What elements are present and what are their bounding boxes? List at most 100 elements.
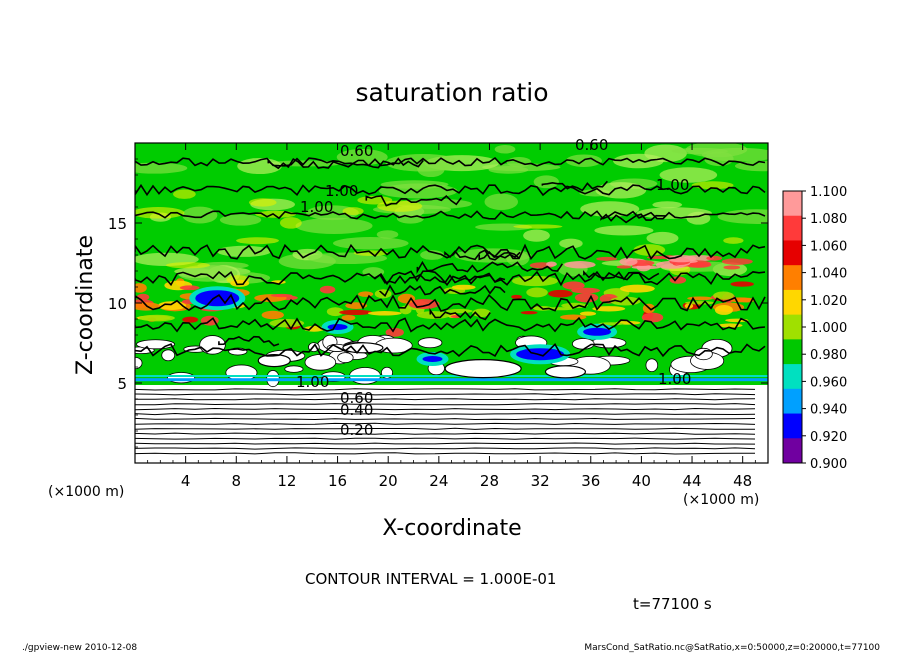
lower-contour: [135, 427, 755, 430]
contour-label: 1.00: [300, 198, 333, 216]
field-patch: [592, 306, 626, 312]
field-patch: [559, 238, 583, 249]
x-unit-right: (×1000 m): [683, 492, 759, 508]
field-patch: [564, 261, 596, 269]
x-tick-label: 48: [733, 472, 752, 490]
field-patch: [195, 290, 240, 307]
contour-label: 0.60: [340, 389, 373, 407]
field-patch: [594, 225, 654, 236]
field-patch: [706, 255, 723, 261]
field-patch: [284, 365, 304, 373]
field-patch: [367, 311, 402, 316]
contour-line: [541, 180, 608, 192]
field-patch: [666, 255, 697, 263]
y-tick-label: 10: [108, 295, 127, 313]
field-patch: [513, 224, 563, 229]
x-unit-left: (×1000 m): [48, 484, 124, 500]
colorbar-swatch: [783, 388, 802, 415]
lower-contour: [135, 452, 755, 455]
field-patch: [358, 291, 374, 297]
colorbar-label: 1.080: [810, 212, 847, 227]
cloud-patch: [444, 359, 522, 379]
field-patch: [560, 314, 587, 320]
field-patch: [613, 153, 664, 169]
field-patch: [380, 180, 449, 189]
contour-label: 0.40: [340, 401, 373, 419]
lower-contour: [135, 437, 756, 440]
contour-line: [478, 250, 520, 261]
contour-line: [379, 284, 506, 297]
field-patch: [533, 175, 559, 189]
field-patch: [616, 265, 632, 269]
colorbar-swatch: [783, 413, 802, 439]
field-patch: [270, 293, 293, 298]
field-patch: [177, 264, 238, 282]
field-patch: [135, 283, 147, 293]
field-patch: [721, 258, 753, 265]
colorbar-label: 1.000: [810, 321, 847, 336]
field-patch: [687, 296, 713, 301]
colorbar-label: 0.980: [810, 348, 847, 363]
x-axis: 4 8 12 16 20 24 28 32 36 40 44 48: [147, 143, 769, 490]
contour-line: [218, 335, 280, 347]
field-patch: [279, 217, 302, 229]
colorbar-label: 1.040: [810, 267, 847, 282]
contour-label: 0.60: [340, 142, 373, 160]
lower-contour: [135, 417, 756, 421]
colorbar-label: 1.020: [810, 294, 847, 309]
field-patch: [417, 160, 445, 178]
field-patch: [574, 292, 599, 303]
field-patch: [397, 293, 416, 304]
contour-label: 1.00: [296, 373, 329, 391]
contour-label: 1.00: [656, 176, 689, 194]
field-patch: [526, 287, 548, 298]
field-patch: [713, 291, 734, 300]
field-patch: [396, 213, 424, 224]
field-patch: [167, 372, 196, 384]
colorbar: 1.100 1.080 1.060 1.040 1.020 1.000 0.980 0.960…: [782, 185, 847, 472]
field-patch: [216, 245, 272, 257]
lower-contour: [135, 393, 756, 396]
field-patch: [619, 257, 638, 266]
field-patch: [261, 310, 284, 320]
contour-line: [444, 249, 521, 261]
lower-contour: [135, 422, 756, 425]
colorbar-label: 0.920: [810, 430, 847, 445]
contour-line: [583, 270, 660, 281]
field-patch: [494, 144, 516, 154]
field-patch: [659, 167, 718, 183]
contour-labels: 0.60 0.60 1.00 1.00 1.00 1.00 1.00 0.60 …: [296, 136, 691, 439]
field-patch: [337, 352, 354, 364]
field-patch: [336, 149, 388, 166]
contour-line: [135, 293, 766, 312]
field-patch: [520, 311, 538, 315]
field-patch: [135, 207, 185, 219]
field-patch: [139, 314, 175, 322]
lower-contour: [135, 388, 756, 391]
plot-area: [135, 143, 768, 463]
field-patch: [304, 354, 337, 371]
lower-contour: [135, 398, 756, 401]
lower-contour: [135, 442, 756, 445]
background-lower: [135, 383, 768, 463]
lower-contour: [135, 403, 756, 406]
x-tick-label: 32: [531, 472, 550, 490]
field-patch: [341, 314, 356, 321]
field-patch: [645, 358, 659, 373]
x-tick-label: 36: [581, 472, 600, 490]
field-patch: [723, 237, 744, 244]
field-patch: [685, 261, 712, 268]
field-patch: [417, 337, 443, 349]
field-patch: [646, 231, 679, 245]
field-patch: [548, 289, 573, 298]
field-patch: [484, 193, 519, 211]
colorbar-label: 0.960: [810, 375, 847, 390]
contour-line: [135, 316, 766, 333]
field-patch: [730, 281, 754, 287]
contour-line: [135, 342, 766, 358]
field-patch: [571, 287, 601, 294]
contour-line: [429, 308, 491, 321]
field-patch: [236, 237, 280, 245]
y-tick-label: 15: [108, 215, 127, 233]
